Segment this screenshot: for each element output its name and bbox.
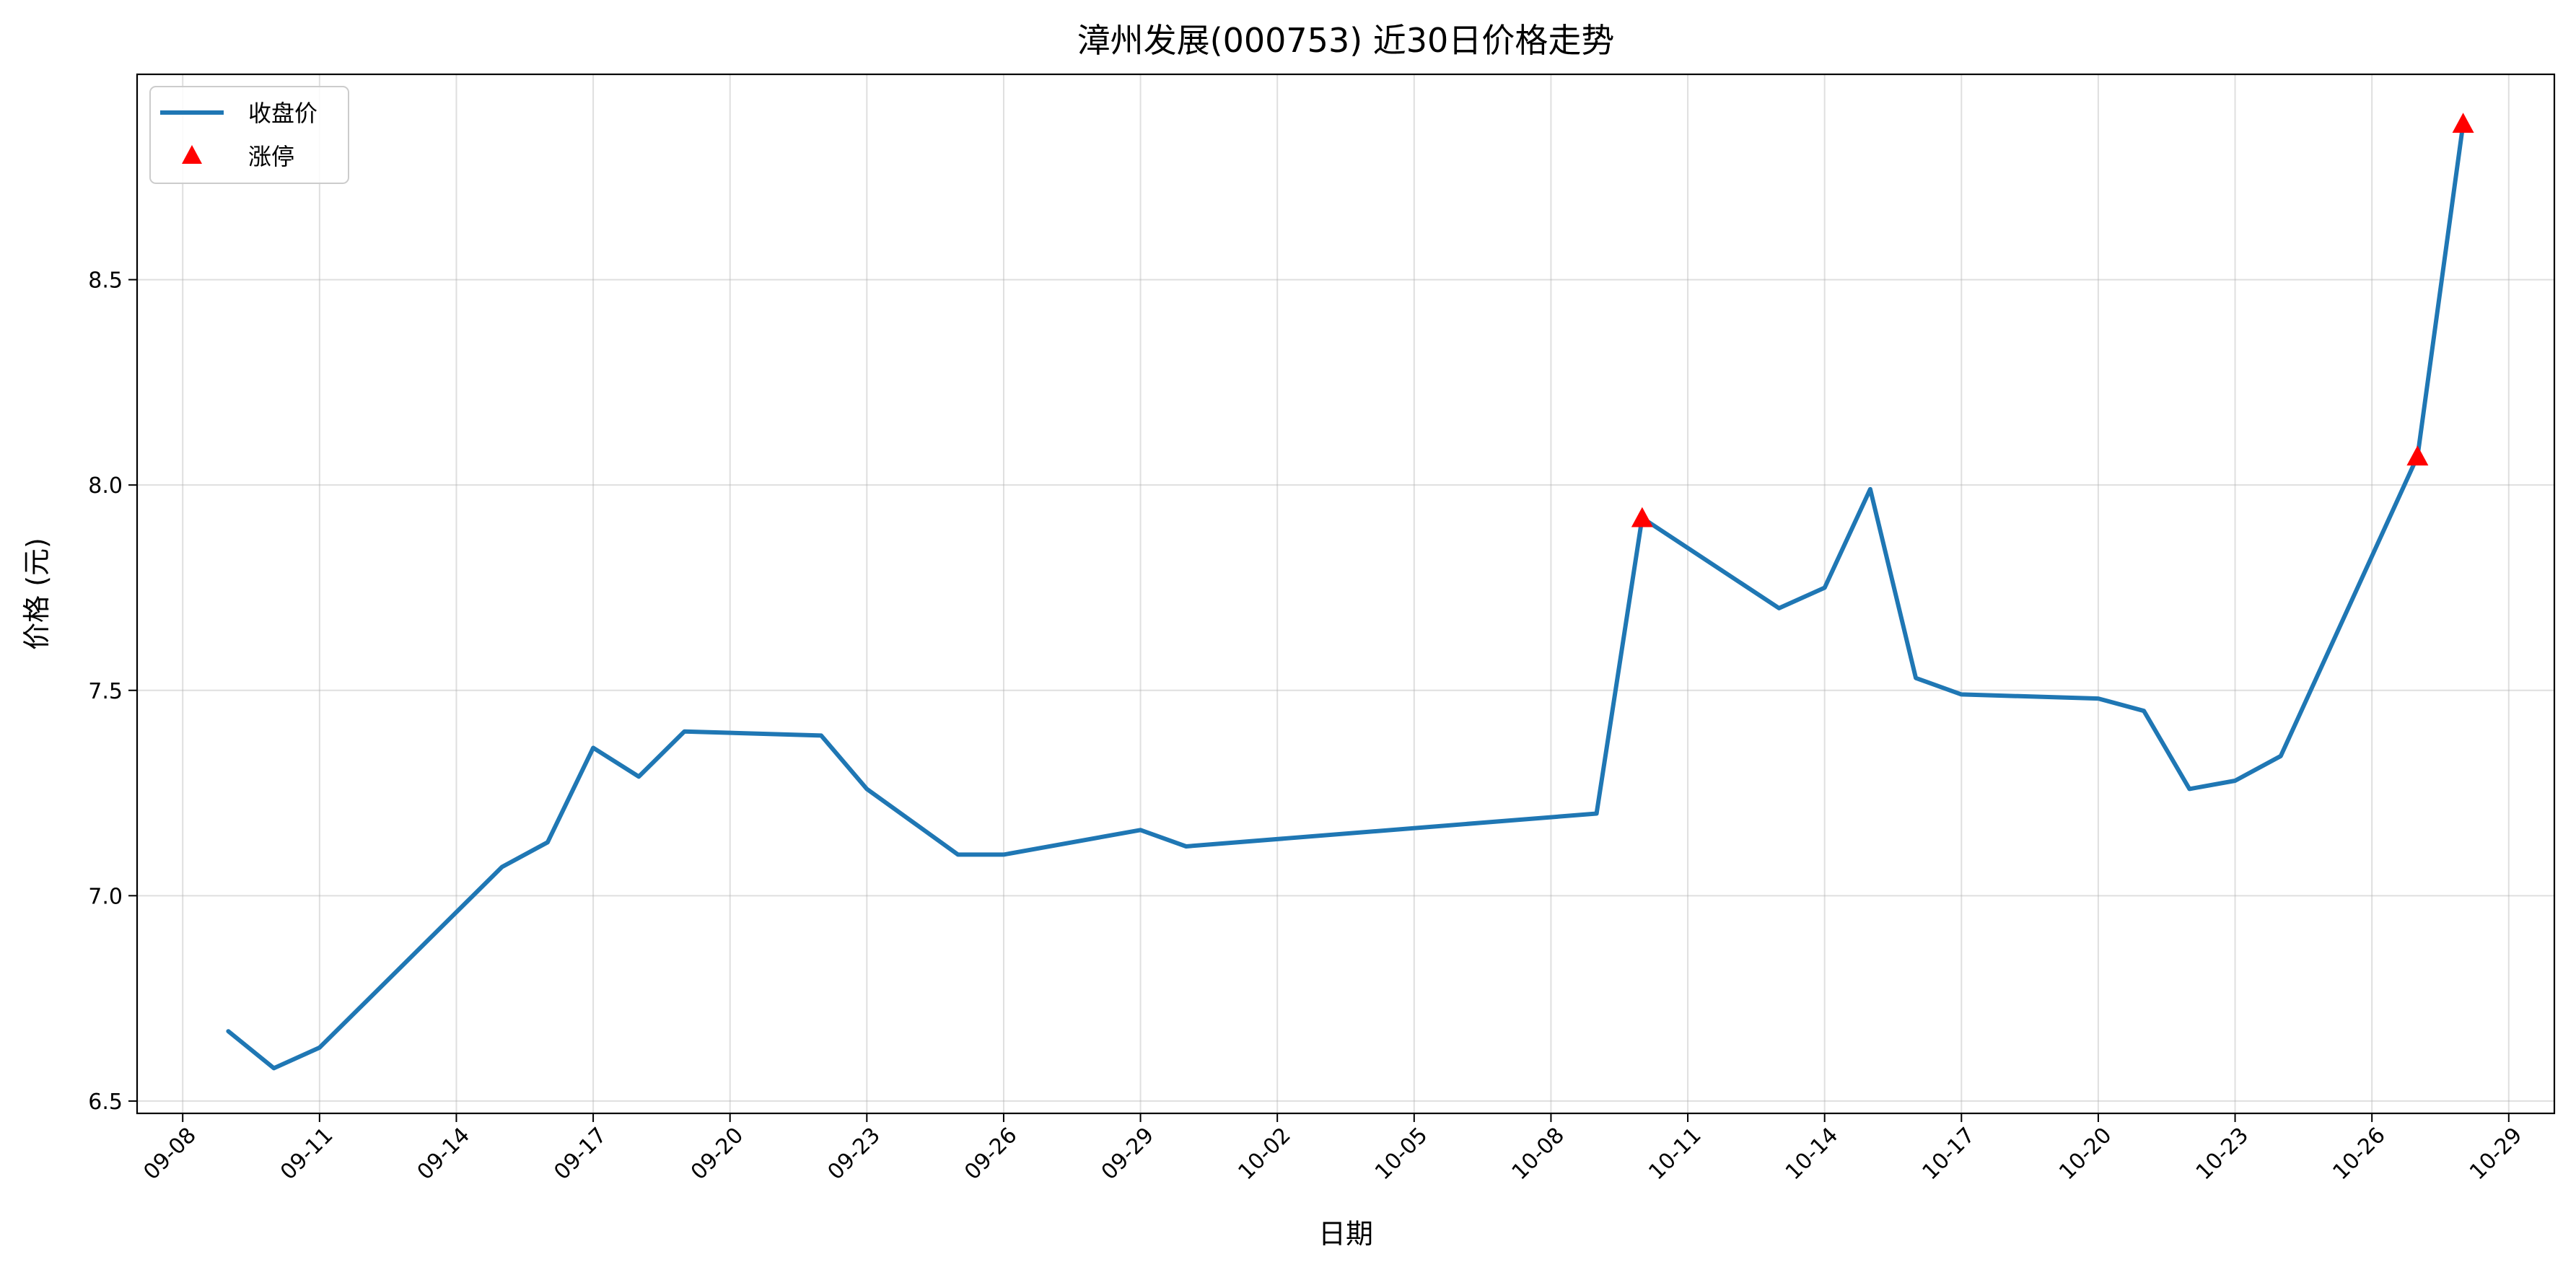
plot-area xyxy=(226,113,2474,1071)
legend: 收盘价 涨停 xyxy=(149,86,349,184)
limit-up-marker xyxy=(2406,445,2429,466)
y-tick-label: 7.0 xyxy=(88,884,123,909)
y-tick-label: 6.5 xyxy=(88,1090,123,1115)
legend-label-limit-up: 涨停 xyxy=(248,143,294,170)
axes-frame xyxy=(136,73,2556,1115)
y-axis-label: 价格 (元) xyxy=(21,538,53,650)
y-tick-label: 8.0 xyxy=(88,473,123,499)
chart-title: 漳州发展(000753) 近30日价格走势 xyxy=(1077,21,1615,60)
legend-label-close: 收盘价 xyxy=(248,100,317,127)
y-tick-label: 8.5 xyxy=(88,268,123,294)
limit-up-marker xyxy=(2452,113,2474,133)
legend-triangle-swatch xyxy=(182,145,202,164)
close-price-line xyxy=(226,121,2466,1071)
grid-lines xyxy=(137,74,2554,1113)
y-tick-label: 7.5 xyxy=(88,679,123,704)
x-axis-label: 日期 xyxy=(1318,1218,1373,1250)
limit-up-marker xyxy=(1631,507,1653,527)
y-axis: 6.5 7.0 7.5 8.0 8.5 xyxy=(88,268,137,1115)
